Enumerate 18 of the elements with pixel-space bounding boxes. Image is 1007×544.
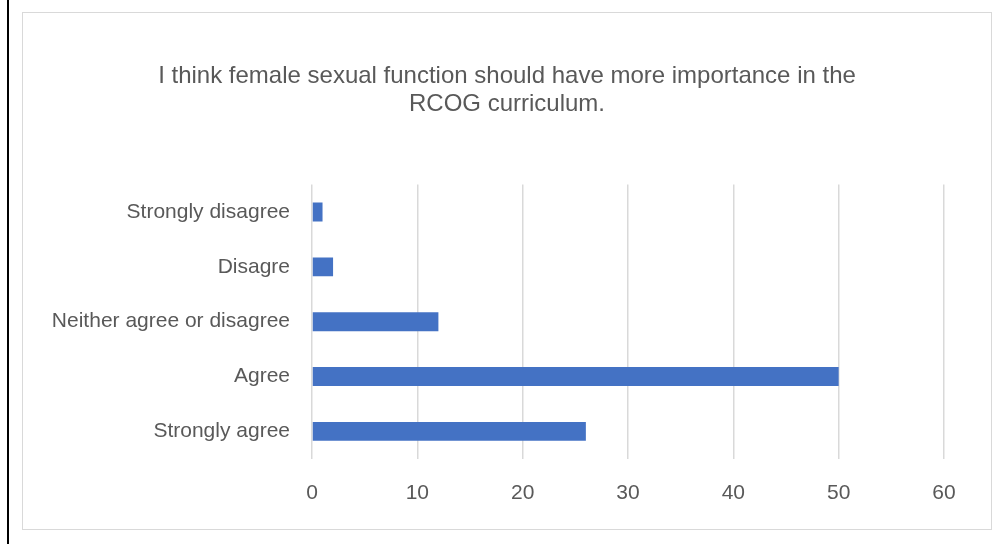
y-tick-label: Strongly disagree [126, 198, 290, 222]
x-tick-label: 10 [405, 480, 430, 504]
y-tick-label: Agree [233, 363, 290, 387]
bar [312, 257, 334, 277]
x-tick-label: 40 [721, 480, 746, 504]
y-tick-label: Neither agree or disagree [51, 308, 290, 332]
x-tick-label: 30 [616, 480, 640, 504]
y-tick-label: Strongly agree [153, 418, 290, 442]
bar [312, 312, 439, 332]
bar [312, 367, 839, 386]
x-tick-label: 50 [826, 480, 851, 504]
bar [312, 202, 323, 222]
bar [312, 421, 586, 441]
x-tick-label: 0 [306, 480, 318, 504]
y-tick-label: Disagre [217, 253, 290, 277]
chart-title: I think female sexual function should have more importance in the RCOG curriculum. [157, 61, 857, 117]
x-tick-label: 60 [932, 480, 956, 504]
x-tick-label: 20 [510, 480, 535, 504]
